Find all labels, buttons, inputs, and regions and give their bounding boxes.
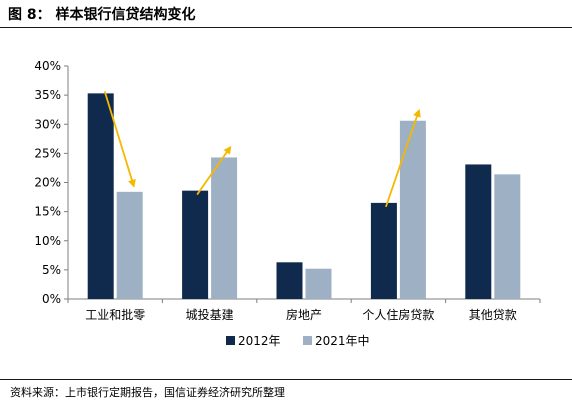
- x-category-label: 房地产: [286, 307, 322, 322]
- legend-label: 2012年: [238, 334, 281, 348]
- y-tick-label: 40%: [34, 59, 61, 73]
- top-rule: [0, 27, 572, 28]
- x-category-label: 其他贷款: [469, 308, 517, 322]
- y-tick-label: 25%: [34, 146, 61, 160]
- x-category-label: 工业和批零: [85, 307, 145, 322]
- y-tick-label: 15%: [34, 205, 61, 219]
- bar-b: [399, 120, 426, 299]
- source-note: 资料来源：上市银行定期报告，国信证券经济研究所整理: [10, 386, 285, 399]
- y-tick-label: 35%: [34, 88, 61, 102]
- bar-b: [305, 268, 332, 299]
- legend-label: 2021年中: [315, 333, 370, 348]
- bottom-rule: [0, 379, 572, 380]
- legend-swatch: [303, 336, 312, 345]
- trend-arrow: [196, 145, 232, 196]
- y-tick-label: 5%: [42, 263, 61, 277]
- bar-a: [370, 202, 397, 299]
- bar-a: [87, 93, 114, 299]
- bar-a: [276, 262, 303, 299]
- y-tick-label: 20%: [34, 176, 61, 190]
- bar-b: [211, 157, 238, 299]
- bar-b: [494, 174, 521, 299]
- trend-arrow: [103, 91, 136, 188]
- trend-arrow: [385, 108, 421, 208]
- bar-b: [116, 191, 143, 299]
- y-tick-label: 30%: [34, 117, 61, 131]
- y-tick-label: 10%: [34, 234, 61, 248]
- bar-chart: 0% 5% 10% 15% 20% 25% 30% 35% 40% 工业和批零 城投基建 房地产 个人住…: [34, 59, 541, 348]
- x-category-label: 个人住房贷款: [362, 307, 434, 322]
- figure-title: 图 8： 样本银行信贷结构变化: [8, 7, 196, 23]
- bar-a: [182, 190, 209, 299]
- y-tick-label: 0%: [42, 292, 61, 306]
- legend-swatch: [226, 336, 235, 345]
- bar-a: [465, 164, 492, 299]
- x-category-label: 城投基建: [186, 307, 234, 322]
